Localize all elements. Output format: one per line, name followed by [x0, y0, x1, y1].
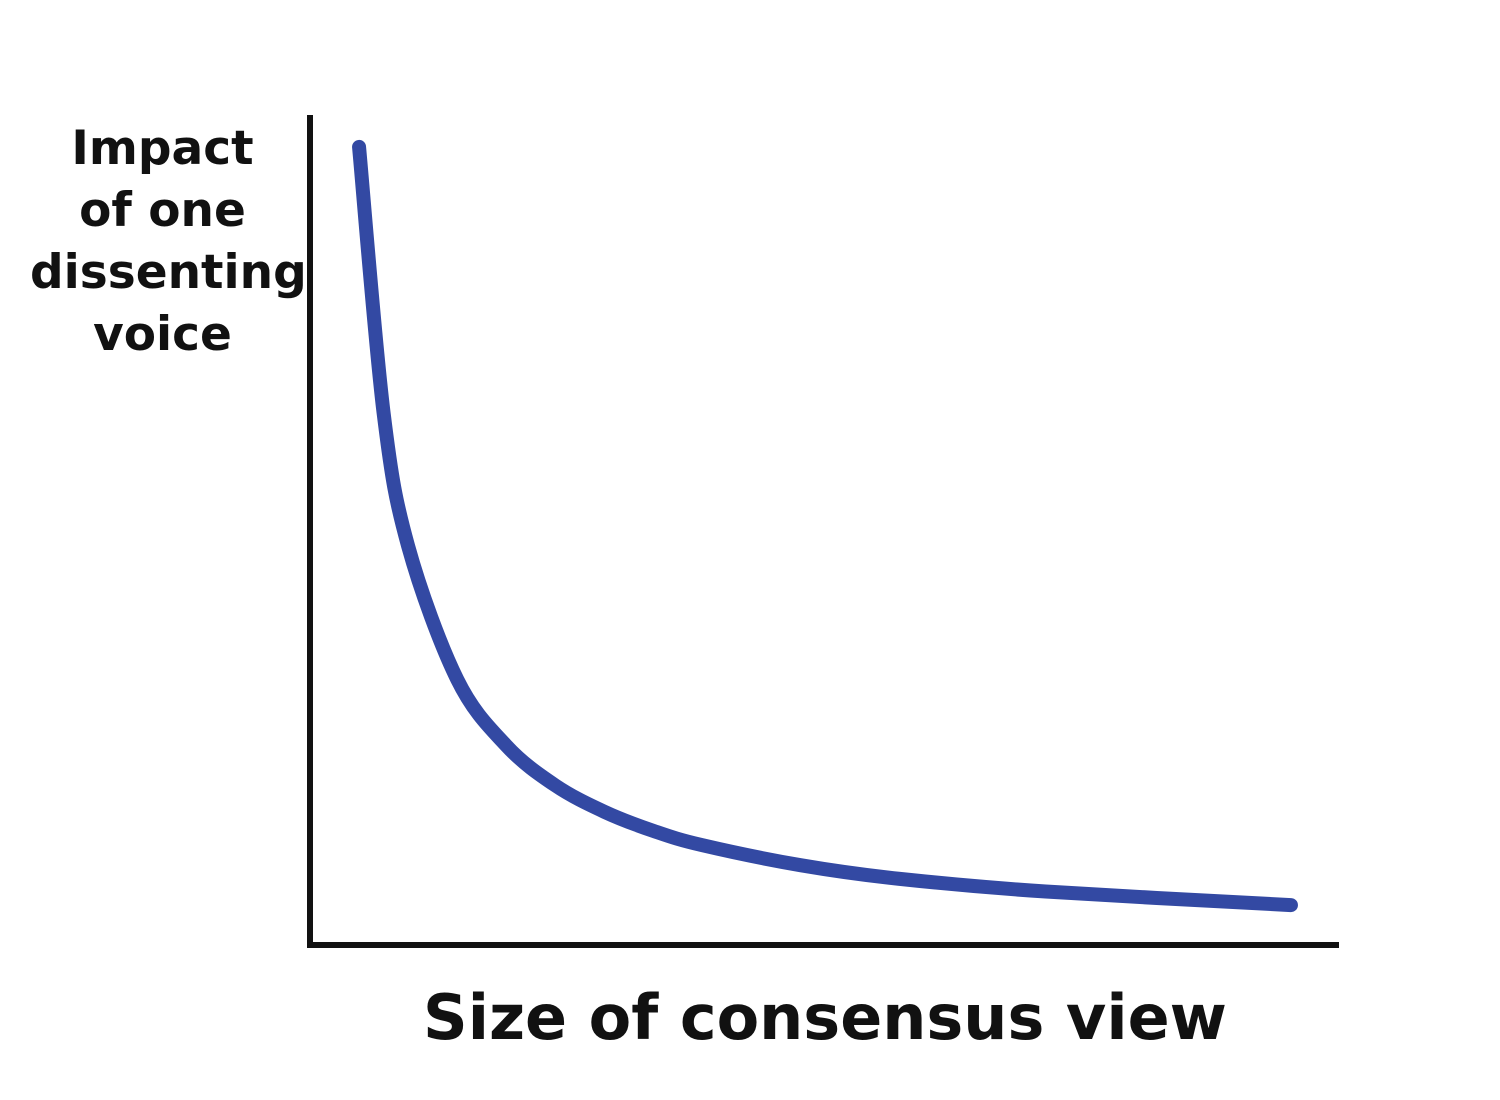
y-axis-label: Impact of one dissenting voice [30, 118, 307, 366]
y-axis-label-line-1: Impact [71, 121, 254, 176]
x-axis-label: Size of consensus view [423, 981, 1227, 1054]
y-axis-label-line-2: of one [79, 183, 246, 238]
series-line [352, 139, 1298, 913]
y-axis-label-line-4: voice [93, 307, 232, 362]
y-axis-label-line-3: dissenting [30, 245, 307, 300]
